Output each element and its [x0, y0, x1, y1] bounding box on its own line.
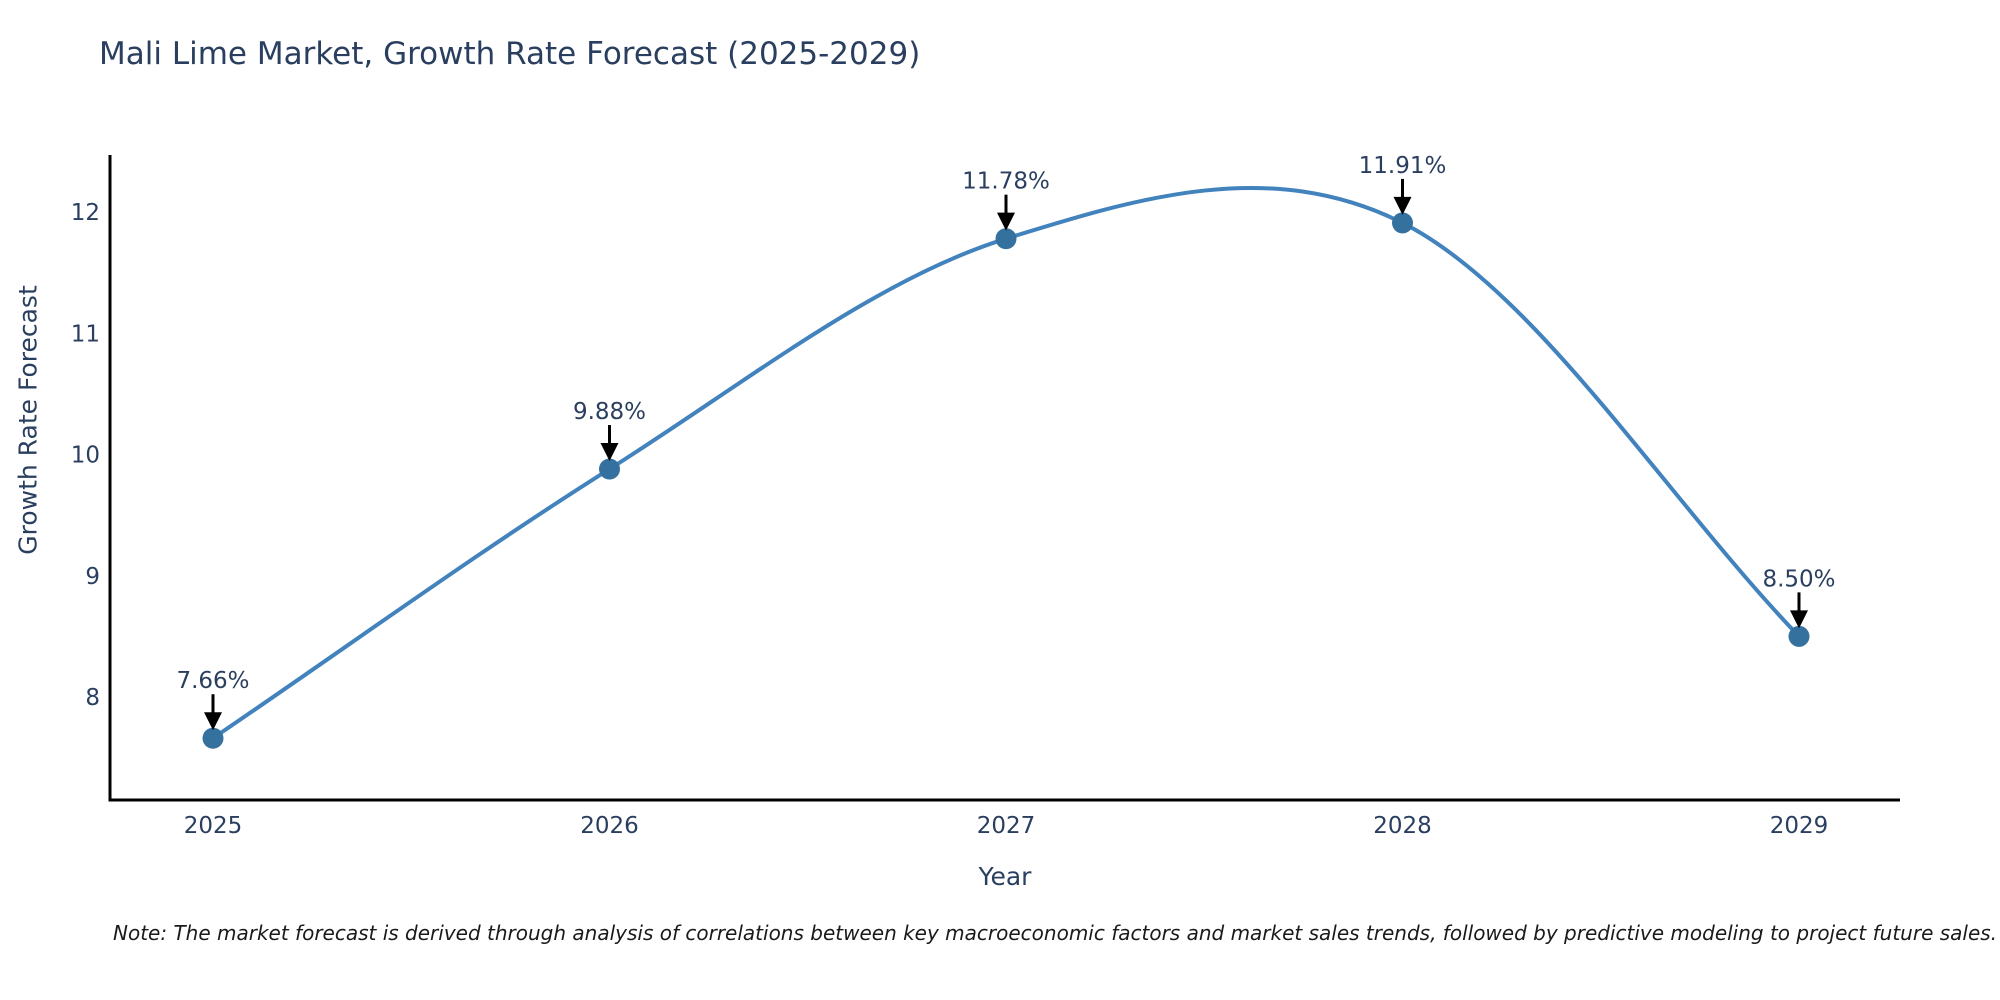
annotation-arrowhead [1393, 196, 1412, 215]
x-tick-label: 2027 [977, 813, 1036, 839]
y-tick-label: 12 [71, 200, 100, 226]
data-point-marker-2029 [1788, 625, 1810, 647]
y-tick-label: 8 [85, 685, 100, 711]
annotation-arrowhead [600, 443, 619, 462]
annotation-label: 7.66% [176, 668, 249, 694]
y-tick-label: 11 [71, 321, 100, 347]
x-tick-label: 2029 [1770, 813, 1829, 839]
footnote: Note: The market forecast is derived thr… [113, 921, 1998, 945]
x-tick-label: 2026 [580, 813, 639, 839]
chart-title: Mali Lime Market, Growth Rate Forecast (… [99, 36, 921, 72]
y-axis-title: Growth Rate Forecast [13, 285, 43, 555]
annotation-label: 9.88% [573, 399, 646, 425]
x-tick-label: 2025 [184, 813, 243, 839]
y-tick-label: 10 [71, 443, 100, 469]
data-point-marker-2027 [995, 228, 1017, 250]
y-tick-label: 9 [85, 564, 100, 590]
annotation-arrowhead [997, 212, 1015, 231]
x-tick-label: 2028 [1373, 813, 1432, 839]
data-point-marker-2028 [1392, 212, 1413, 234]
x-axis-title: Year [978, 862, 1032, 891]
annotation-label: 11.78% [962, 169, 1050, 195]
annotation-label: 11.91% [1359, 153, 1447, 179]
data-point-marker-2025 [202, 727, 224, 749]
annotation-label: 8.50% [1762, 566, 1835, 592]
data-point-marker-2026 [599, 458, 620, 480]
annotation-arrowhead [1790, 610, 1808, 629]
series-line [211, 185, 1801, 741]
annotation-arrowhead [204, 712, 222, 731]
